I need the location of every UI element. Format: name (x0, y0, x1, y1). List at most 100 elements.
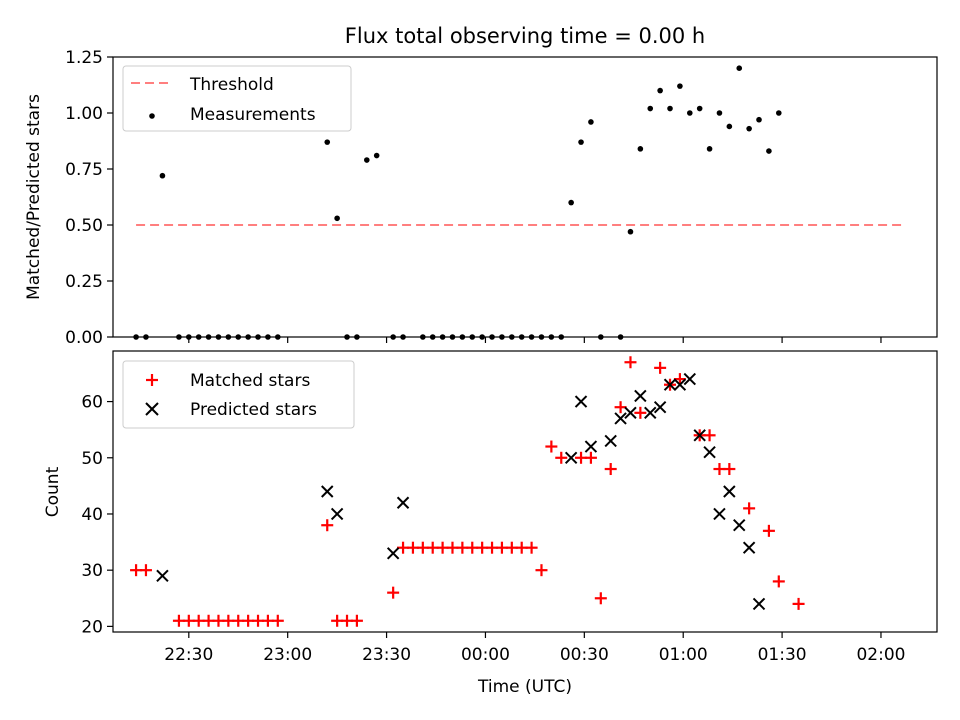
matched-point-50 (762, 524, 775, 537)
matched-point-1 (139, 564, 152, 577)
top-legend: Threshold Measurements (122, 65, 352, 132)
matched-point-46 (703, 429, 716, 442)
top-ytick-label-1: 0.25 (65, 272, 103, 292)
top-ytick-label-4: 1.00 (65, 104, 103, 124)
measurement-point-52 (726, 123, 733, 130)
matched-point-48 (723, 463, 736, 476)
measurement-point-2 (159, 172, 166, 179)
legend-measurements-swatch (149, 113, 155, 119)
top-ytick-label-0: 0.00 (65, 328, 103, 348)
measurement-point-44 (647, 105, 654, 112)
matched-point-36 (584, 451, 597, 464)
measurement-point-55 (756, 116, 762, 123)
bottom-legend-box (122, 360, 355, 429)
measurement-point-3 (176, 334, 182, 340)
predicted-point-23 (752, 597, 766, 611)
measurement-point-42 (627, 228, 634, 235)
top-series (133, 65, 905, 340)
matched-point-33 (545, 440, 558, 453)
measurement-point-46 (667, 105, 673, 112)
x-tick-label-1: 23:00 (263, 645, 312, 665)
x-tick-label-4: 00:30 (560, 645, 609, 665)
predicted-point-1 (321, 485, 334, 498)
measurement-point-8 (225, 334, 232, 340)
bottom-ytick-label-0: 20 (81, 617, 103, 637)
measurement-point-24 (439, 334, 446, 340)
matched-point-51 (772, 575, 785, 588)
measurement-point-23 (429, 334, 436, 340)
predicted-point-0 (156, 569, 169, 583)
bottom-legend: Matched stars Predicted stars (122, 360, 355, 429)
x-tick-label-5: 01:00 (659, 645, 708, 665)
measurement-point-17 (354, 334, 360, 340)
predicted-point-16 (683, 372, 697, 386)
x-tick-label-3: 00:00 (461, 645, 510, 665)
measurement-point-31 (509, 334, 515, 340)
bottom-ytick-label-1: 30 (81, 561, 103, 581)
predicted-point-3 (386, 547, 400, 560)
top-x-ticks (188, 337, 882, 343)
measurement-point-50 (706, 146, 713, 152)
measurement-point-39 (588, 119, 594, 125)
matched-point-16 (350, 614, 363, 627)
predicted-point-6 (574, 395, 588, 408)
measurement-point-19 (373, 152, 380, 159)
top-ytick-label-2: 0.50 (65, 216, 103, 236)
legend-matched-label: Matched stars (190, 371, 310, 391)
measurement-point-33 (528, 334, 535, 340)
predicted-point-13 (653, 400, 667, 414)
measurement-point-48 (687, 110, 693, 116)
predicted-point-11 (634, 389, 647, 403)
measurement-point-54 (746, 125, 752, 132)
bottom-x-ticks: 22:30 23:00 23:30 00:00 00:30 01:00 01:30 02:00 (164, 632, 905, 665)
predicted-point-17 (693, 429, 706, 442)
top-y-axis-label: Matched/Predicted stars (24, 94, 44, 300)
measurement-point-12 (265, 334, 271, 340)
measurement-point-41 (617, 334, 624, 340)
measurement-point-20 (390, 334, 396, 340)
matched-point-32 (535, 564, 548, 577)
predicted-point-8 (604, 434, 617, 448)
predicted-point-21 (733, 519, 746, 532)
bottom-ytick-label-4: 60 (81, 393, 103, 413)
measurement-point-18 (363, 157, 370, 163)
measurement-point-53 (736, 65, 743, 71)
top-axes-frame (112, 56, 938, 338)
matched-point-41 (634, 406, 647, 419)
measurement-point-56 (766, 148, 772, 154)
measurement-point-27 (469, 334, 476, 340)
matched-point-34 (555, 451, 568, 464)
top-y-ticks: 0.00 0.25 0.50 0.75 1.00 1.25 (65, 48, 113, 348)
measurement-point-13 (275, 334, 281, 340)
legend-predicted-label: Predicted stars (190, 400, 317, 420)
bottom-axes-frame (112, 350, 938, 633)
predicted-point-4 (396, 496, 410, 509)
measurement-point-49 (696, 105, 703, 112)
measurement-point-35 (548, 334, 555, 340)
legend-threshold-label: Threshold (189, 75, 274, 95)
x-axis-label: Time (UTC) (477, 677, 572, 697)
matched-point-42 (654, 361, 667, 374)
predicted-point-12 (644, 406, 657, 420)
measurement-point-36 (558, 334, 565, 340)
bottom-axes: 20 30 40 50 60 22:30 23:00 23:30 00:00 00:30 01:0… (43, 350, 938, 697)
predicted-point-2 (330, 507, 344, 521)
figure-title: Flux total observing time = 0.00 h (345, 24, 705, 48)
measurement-point-9 (235, 334, 242, 340)
matched-point-17 (387, 586, 400, 599)
x-tick-label-6: 01:30 (758, 645, 807, 665)
bottom-ytick-label-2: 40 (81, 505, 103, 525)
x-tick-label-2: 23:30 (362, 645, 411, 665)
measurement-point-6 (205, 334, 212, 340)
measurement-point-4 (186, 334, 192, 340)
predicted-point-7 (584, 440, 598, 453)
measurement-point-28 (479, 334, 485, 340)
measurement-point-51 (716, 110, 723, 116)
predicted-point-14 (663, 378, 677, 391)
predicted-point-18 (703, 445, 716, 459)
measurement-point-14 (324, 139, 331, 145)
measurement-point-34 (538, 334, 545, 340)
measurement-point-11 (255, 334, 261, 340)
predicted-point-15 (673, 378, 687, 391)
matched-point-12 (271, 614, 284, 627)
